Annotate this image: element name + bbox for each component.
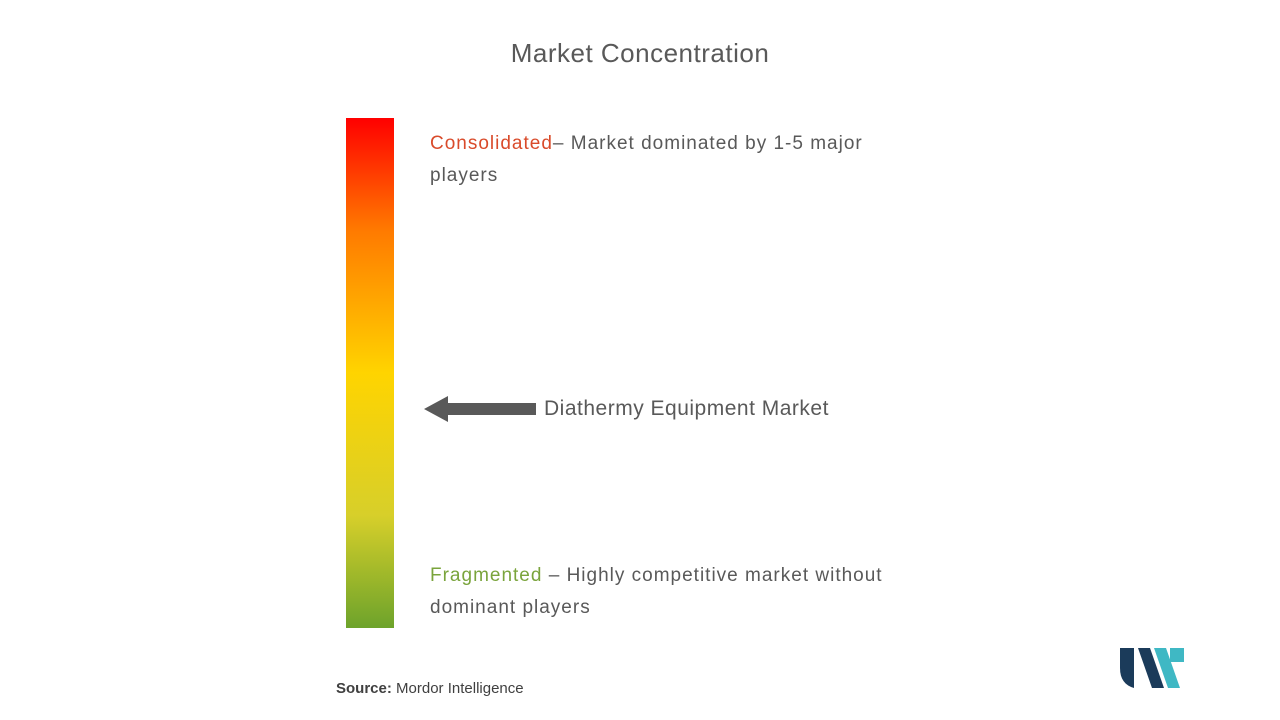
chart-title: Market Concentration bbox=[0, 38, 1280, 69]
source-attribution: Source: Mordor Intelligence bbox=[336, 680, 524, 697]
arrow-left-icon bbox=[424, 394, 536, 424]
concentration-gradient-bar bbox=[346, 118, 394, 628]
source-label: Source: bbox=[336, 680, 392, 697]
consolidated-keyword: Consolidated bbox=[430, 133, 553, 154]
fragmented-keyword: Fragmented bbox=[430, 565, 542, 586]
consolidated-label: Consolidated– Market dominated by 1-5 ma… bbox=[430, 128, 900, 193]
market-name-label: Diathermy Equipment Market bbox=[544, 397, 829, 421]
source-value: Mordor Intelligence bbox=[396, 680, 524, 697]
market-position-marker: Diathermy Equipment Market bbox=[424, 394, 829, 424]
fragmented-label: Fragmented – Highly competitive market w… bbox=[430, 560, 900, 625]
mordor-logo-icon bbox=[1120, 648, 1184, 693]
